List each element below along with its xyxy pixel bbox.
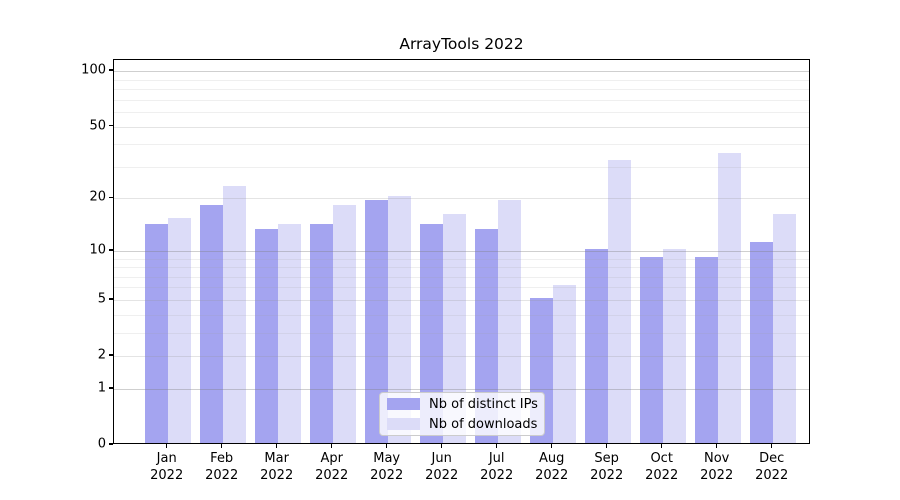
bar-downloads-sep	[607, 159, 631, 443]
bar-distinct-ips-oct	[639, 256, 663, 443]
bar-distinct-ips-dec	[749, 241, 773, 443]
x-tick-label-apr: Apr 2022	[315, 451, 349, 483]
gridline-y-2	[114, 356, 809, 358]
y-tick-mark-1	[109, 387, 113, 389]
bar-downloads-dec	[772, 213, 796, 443]
x-tick-mark-aug	[550, 444, 553, 448]
x-tick-mark-jun	[440, 444, 443, 448]
bar-downloads-aug	[552, 285, 576, 443]
legend-label-downloads: Nb of downloads	[429, 416, 538, 432]
x-tick-label-aug: Aug 2022	[535, 451, 569, 483]
bar-distinct-ips-sep	[584, 248, 608, 443]
bar-distinct-ips-jul	[474, 229, 498, 443]
legend-label-distinct-ips: Nb of distinct IPs	[429, 396, 538, 412]
gridline-y-30	[114, 166, 809, 168]
x-tick-mark-may	[385, 444, 388, 448]
legend-swatch-downloads	[387, 418, 420, 430]
x-tick-mark-nov	[715, 444, 718, 448]
gridline-y-4	[114, 314, 809, 316]
y-tick-mark-50	[109, 124, 113, 127]
legend-entry-downloads: Nb of downloads	[387, 416, 538, 432]
x-tick-mark-apr	[330, 444, 333, 448]
y-tick-label-100: 100	[81, 62, 106, 78]
bar-distinct-ips-feb	[199, 204, 223, 443]
gridline-y-1	[114, 388, 809, 390]
x-tick-label-may: May 2022	[370, 451, 404, 483]
bar-downloads-apr	[332, 204, 356, 443]
gridline-y-3	[114, 332, 809, 334]
y-tick-mark-2	[109, 354, 113, 356]
gridline-y-8	[114, 267, 809, 269]
bar-downloads-mar	[277, 223, 301, 443]
y-tick-label-1: 1	[97, 380, 106, 396]
x-tick-mark-jan	[165, 444, 168, 448]
y-tick-mark-20	[109, 196, 113, 199]
y-tick-mark-10	[109, 249, 113, 251]
y-tick-label-5: 5	[97, 291, 106, 307]
x-tick-label-dec: Dec 2022	[755, 451, 789, 483]
x-tick-mark-sep	[605, 444, 608, 448]
bar-distinct-ips-apr	[309, 223, 333, 443]
chart-title: ArrayTools 2022	[399, 35, 524, 53]
plot-area	[113, 59, 810, 444]
gridline-y-50	[114, 126, 809, 128]
gridline-y-20	[114, 198, 809, 200]
gridline-y-70	[114, 99, 809, 101]
x-tick-label-jan: Jan 2022	[150, 451, 184, 483]
bar-distinct-ips-jun	[419, 223, 443, 443]
x-tick-label-feb: Feb 2022	[205, 451, 239, 483]
x-tick-mark-mar	[275, 444, 278, 448]
bar-downloads-jul	[497, 200, 521, 443]
gridline-y-9	[114, 258, 809, 260]
bar-distinct-ips-mar	[254, 229, 278, 443]
gridline-y-6	[114, 287, 809, 289]
bar-distinct-ips-jan	[144, 223, 168, 443]
y-tick-mark-5	[109, 298, 113, 300]
bar-downloads-oct	[662, 248, 686, 443]
x-tick-mark-feb	[220, 444, 223, 448]
gridline-y-5	[114, 299, 809, 301]
y-tick-label-0: 0	[97, 436, 106, 452]
bar-downloads-may	[387, 196, 411, 443]
x-tick-label-sep: Sep 2022	[590, 451, 624, 483]
x-tick-label-nov: Nov 2022	[700, 451, 734, 483]
x-tick-mark-oct	[660, 444, 663, 448]
bar-downloads-jun	[442, 213, 466, 443]
x-tick-label-jun: Jun 2022	[425, 451, 459, 483]
y-tick-label-2: 2	[97, 347, 106, 363]
legend: Nb of distinct IPs Nb of downloads	[379, 392, 545, 436]
bar-distinct-ips-may	[364, 200, 388, 443]
x-tick-mark-dec	[770, 444, 773, 448]
x-tick-label-oct: Oct 2022	[645, 451, 679, 483]
gridline-y-90	[114, 79, 809, 81]
bar-downloads-nov	[717, 152, 741, 443]
y-tick-label-50: 50	[89, 118, 106, 134]
x-tick-label-mar: Mar 2022	[260, 451, 294, 483]
gridline-y-7	[114, 276, 809, 278]
bar-downloads-jan	[167, 218, 191, 443]
legend-entry-distinct-ips: Nb of distinct IPs	[387, 396, 538, 412]
x-tick-mark-jul	[495, 444, 498, 448]
gridline-y-10	[114, 250, 809, 252]
gridline-y-100	[114, 71, 809, 73]
gridline-y-80	[114, 89, 809, 91]
y-tick-mark-0	[109, 443, 113, 445]
gridline-y-40	[114, 144, 809, 146]
legend-swatch-distinct-ips	[387, 398, 420, 410]
y-tick-label-20: 20	[89, 189, 106, 205]
x-tick-label-jul: Jul 2022	[480, 451, 514, 483]
y-tick-mark-100	[109, 69, 113, 71]
bar-distinct-ips-nov	[694, 256, 718, 443]
gridline-y-60	[114, 112, 809, 114]
bar-downloads-feb	[222, 185, 246, 443]
y-tick-label-10: 10	[89, 242, 106, 258]
